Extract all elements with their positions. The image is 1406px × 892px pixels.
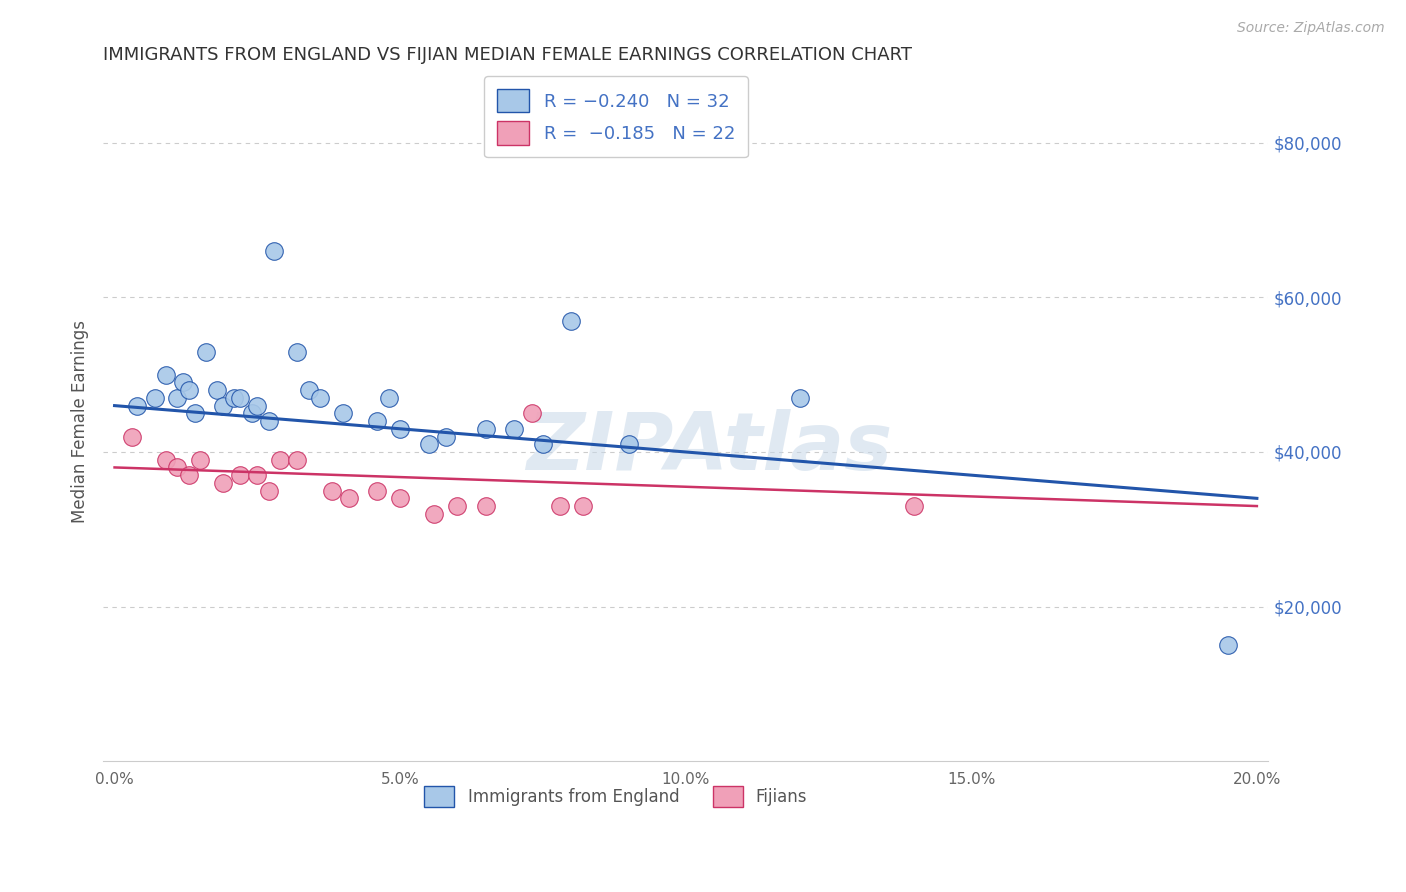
Point [531, 437, 554, 451]
Point [423, 507, 446, 521]
Point [257, 414, 280, 428]
Point [377, 391, 399, 405]
Point [475, 499, 498, 513]
Point [366, 483, 388, 498]
Point [212, 399, 235, 413]
Point [224, 391, 246, 405]
Point [389, 422, 412, 436]
Point [183, 406, 205, 420]
Point [172, 376, 194, 390]
Point [285, 344, 308, 359]
Point [617, 437, 640, 451]
Text: ZIPAtlas: ZIPAtlas [526, 409, 893, 487]
Point [503, 422, 526, 436]
Point [229, 391, 252, 405]
Point [321, 483, 343, 498]
Point [246, 468, 269, 483]
Point [572, 499, 595, 513]
Point [246, 399, 269, 413]
Point [337, 491, 360, 506]
Y-axis label: Median Female Earnings: Median Female Earnings [72, 319, 89, 523]
Point [177, 383, 200, 397]
Point [548, 499, 571, 513]
Legend: Immigrants from England, Fijians: Immigrants from England, Fijians [418, 780, 814, 814]
Point [143, 391, 166, 405]
Point [269, 452, 291, 467]
Point [560, 313, 582, 327]
Point [446, 499, 468, 513]
Point [155, 452, 177, 467]
Point [121, 429, 143, 443]
Point [475, 422, 498, 436]
Text: Source: ZipAtlas.com: Source: ZipAtlas.com [1237, 21, 1385, 35]
Point [188, 452, 211, 467]
Point [285, 452, 308, 467]
Point [127, 399, 149, 413]
Point [207, 383, 229, 397]
Point [212, 475, 235, 490]
Point [166, 391, 188, 405]
Point [257, 483, 280, 498]
Text: IMMIGRANTS FROM ENGLAND VS FIJIAN MEDIAN FEMALE EARNINGS CORRELATION CHART: IMMIGRANTS FROM ENGLAND VS FIJIAN MEDIAN… [103, 46, 912, 64]
Point [263, 244, 285, 258]
Point [1218, 638, 1240, 652]
Point [309, 391, 332, 405]
Point [389, 491, 412, 506]
Point [332, 406, 354, 420]
Point [418, 437, 440, 451]
Point [298, 383, 321, 397]
Point [166, 460, 188, 475]
Point [240, 406, 263, 420]
Point [177, 468, 200, 483]
Point [903, 499, 925, 513]
Point [789, 391, 811, 405]
Point [434, 429, 457, 443]
Point [194, 344, 217, 359]
Point [366, 414, 388, 428]
Point [229, 468, 252, 483]
Point [155, 368, 177, 382]
Point [520, 406, 543, 420]
